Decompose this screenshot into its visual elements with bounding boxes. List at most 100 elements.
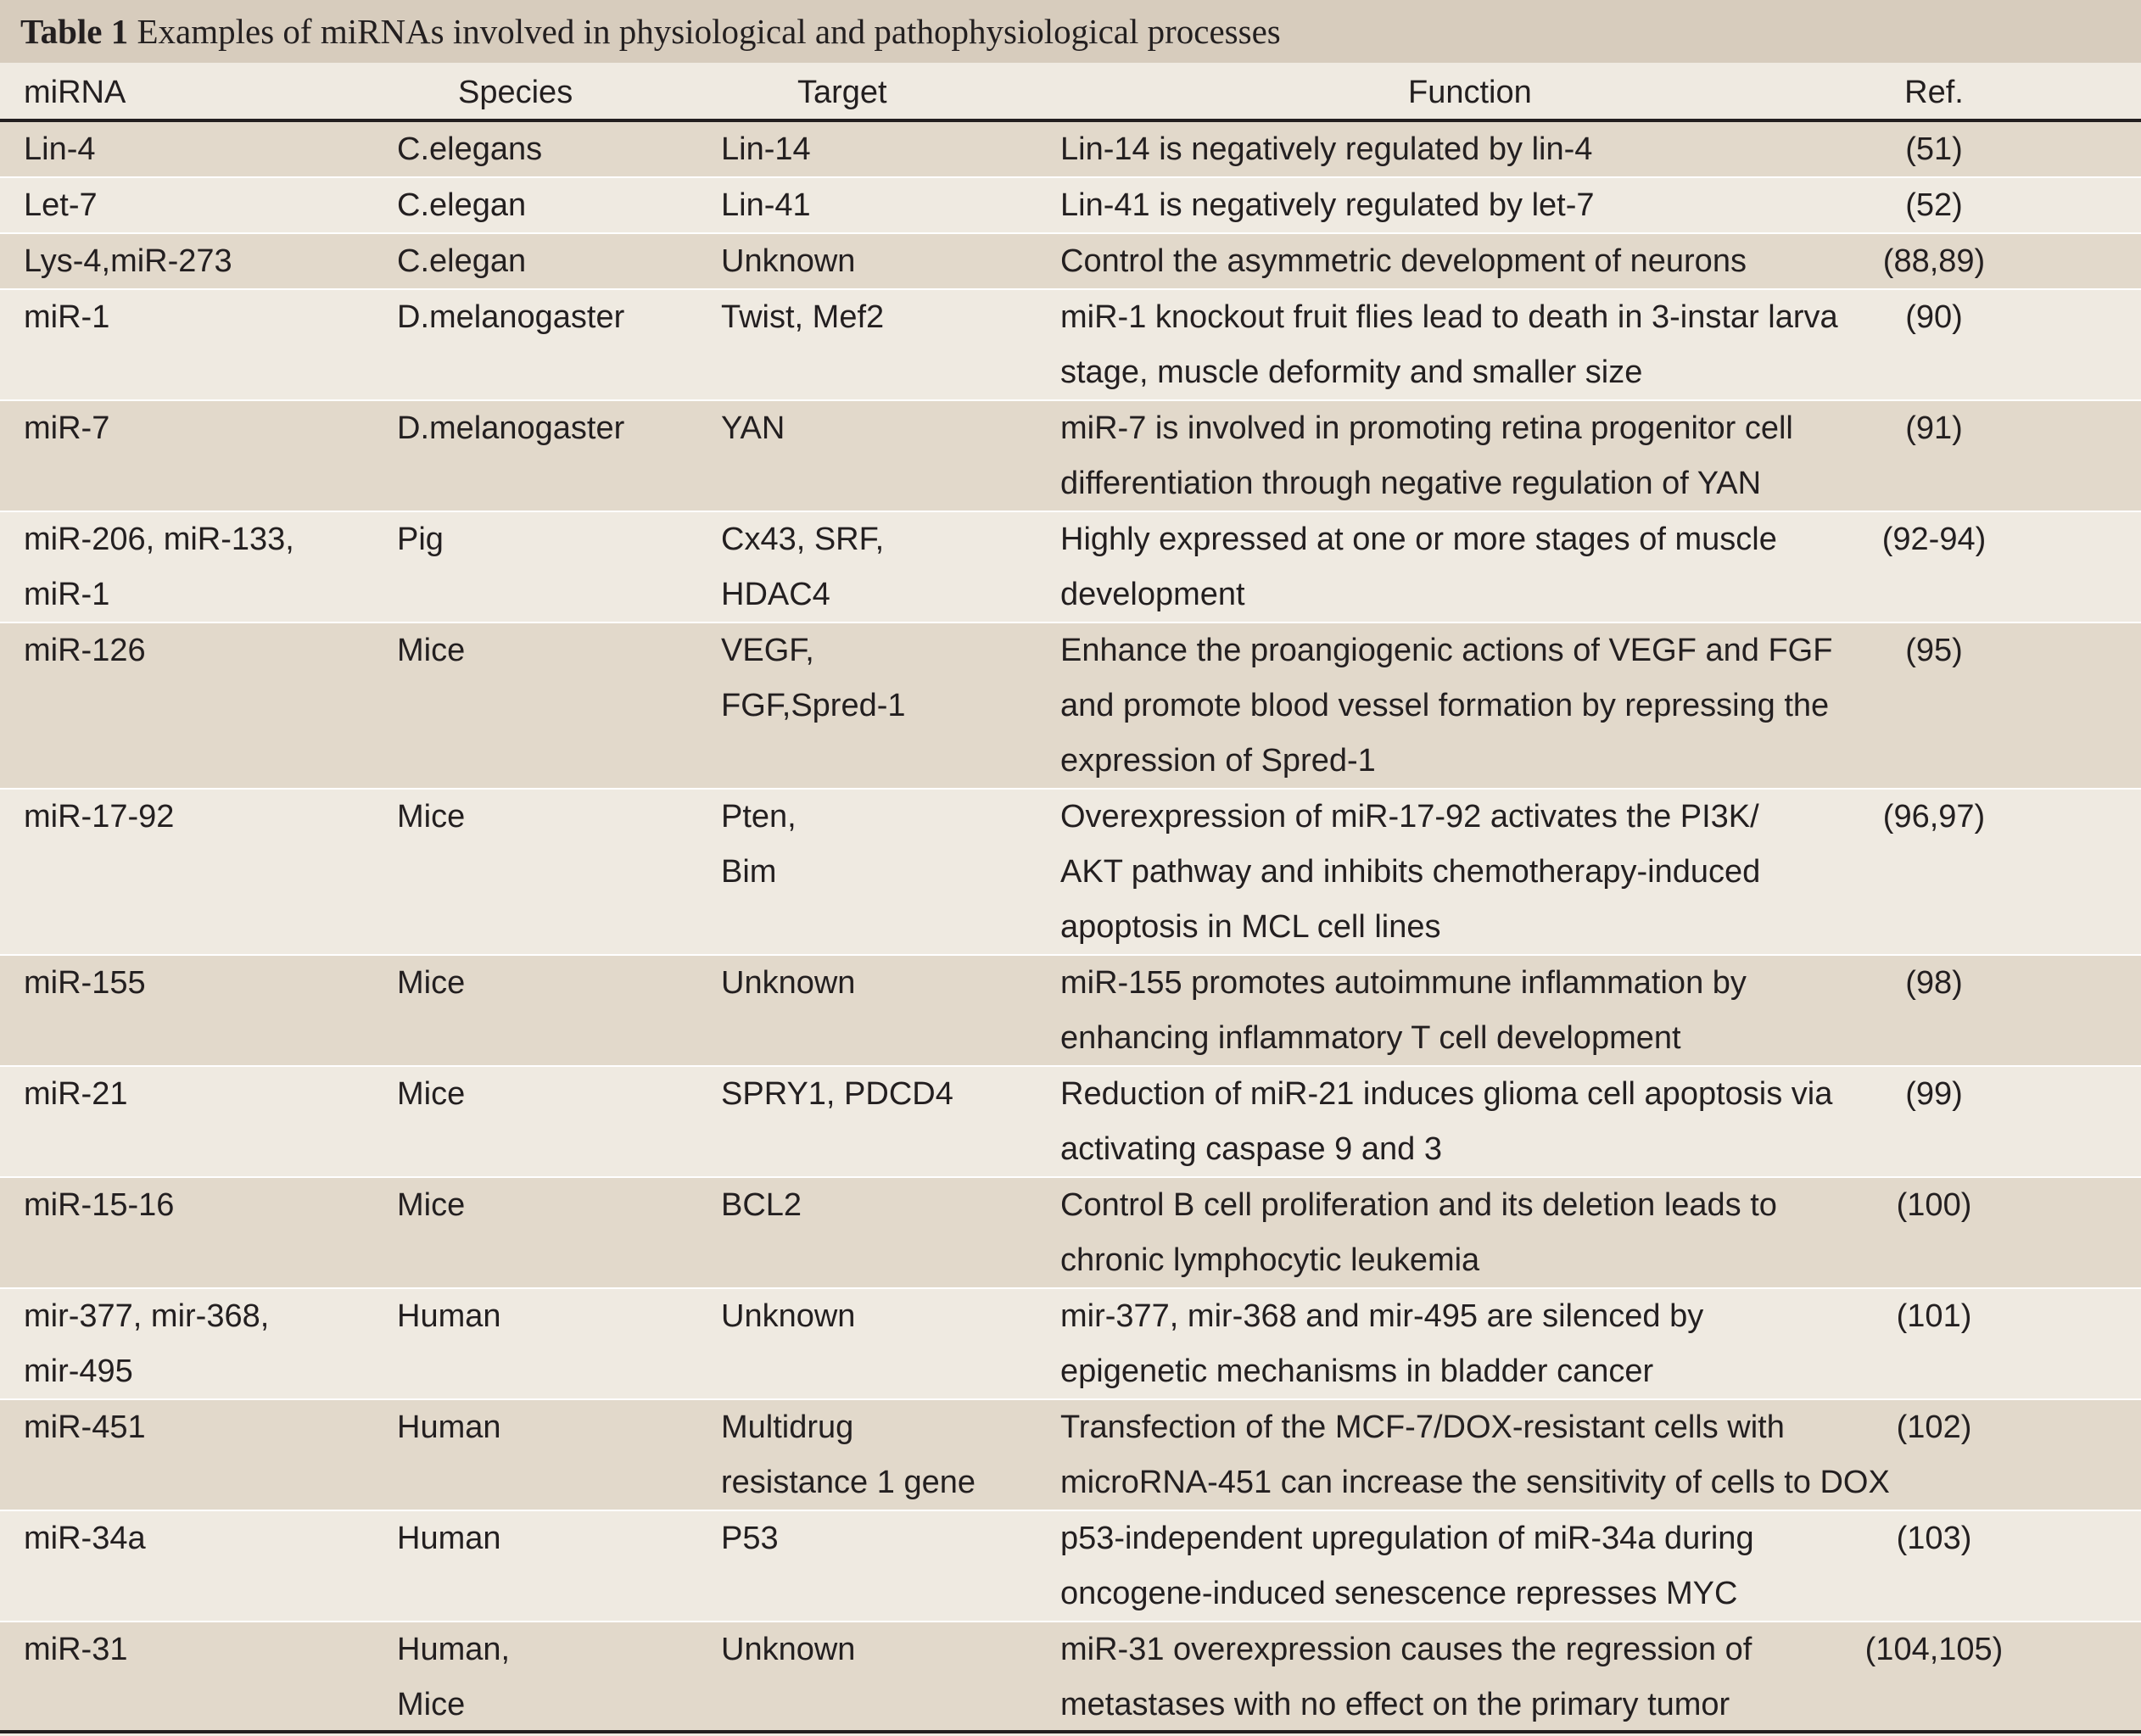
cell-target: Cx43, SRF, HDAC4 [721,512,884,622]
cell-species: C.elegan [397,234,526,289]
cell-function-line: apoptosis in MCL cell lines [1060,909,1441,945]
cell-mirna: mir-377, mir-368, mir-495 [24,1289,269,1399]
cell-mirna: miR-34a [24,1511,146,1566]
cell-ref: (102) [1896,1409,1972,1445]
cell-mirna: miR-1 [24,290,109,345]
cell-target: Twist, Mef2 [721,290,884,345]
cell-mirna-line: miR-34a [24,1521,146,1556]
cell-target-line: YAN [721,410,785,446]
cell-species: C.elegan [397,178,526,233]
cell-mirna-line: miR-31 [24,1632,128,1667]
cell-species: C.elegans [397,122,542,177]
cell-target: Multidrug resistance 1 gene [721,1400,975,1510]
cell-mirna-line: miR-7 [24,410,110,446]
cell-target-line: Lin-41 [721,187,811,223]
cell-function-line: activating caspase 9 and 3 [1060,1131,1442,1167]
table-row: miR-21 Mice SPRY1, PDCD4 Reduction of miR-2… [0,1067,2141,1178]
cell-function-line: Lin-41 is negatively regulated by let-7 [1060,187,1595,223]
cell-species-line: Mice [397,1687,466,1722]
cell-ref: (96,97) [1882,799,1986,835]
cell-target-line: Unknown [721,965,856,1001]
cell-ref: (51) [1905,131,1963,167]
cell-function: p53-independent upregulation of miR-34a … [1060,1511,1754,1622]
cell-mirna-line: miR-451 [24,1409,146,1445]
cell-species-line: Human [397,1521,501,1556]
cell-function-line: p53-independent upregulation of miR-34a … [1060,1521,1754,1556]
cell-species: Mice [397,790,465,845]
cell-species-line: Mice [397,799,466,835]
table-row: miR-34a Human P53 p53-independent upregulat… [0,1511,2141,1622]
cell-mirna-line: miR-1 [24,299,110,335]
cell-target-line: Unknown [721,243,856,279]
cell-mirna-line: Lin-4 [24,131,96,167]
table-header-row: miRNA Species Target Function Ref. [0,63,2141,122]
cell-target: Lin-14 [721,122,811,177]
cell-species-line: Pig [397,522,444,557]
table-row: miR-7 D.melanogaster YAN miR-7 is involved … [0,401,2141,512]
cell-ref: (101) [1896,1298,1972,1334]
cell-function-line: miR-7 is involved in promoting retina pr… [1060,410,1793,446]
table-row: miR-15-16 Mice BCL2 Control B cell prolifer… [0,1178,2141,1289]
cell-function-line: epigenetic mechanisms in bladder cancer [1060,1354,1654,1389]
cell-function: Overexpression of miR-17-92 activates th… [1060,790,1760,955]
cell-species-line: Mice [397,633,466,668]
cell-function-line: miR-155 promotes autoimmune inflammation… [1060,965,1747,1001]
cell-target: BCL2 [721,1178,802,1233]
cell-species-line: Human [397,1409,501,1445]
cell-function-line: chronic lymphocytic leukemia [1060,1242,1480,1278]
cell-species: D.melanogaster [397,290,624,345]
table-row: Lys-4,miR-273 C.elegan Unknown Control the … [0,234,2141,290]
cell-ref: (52) [1905,187,1963,223]
table-row: mir-377, mir-368, mir-495 Human Unknown mir-… [0,1289,2141,1400]
data-table: miRNA Species Target Function Ref. Lin-4… [0,63,2141,1733]
cell-mirna: miR-21 [24,1067,127,1122]
cell-ref: (91) [1905,410,1963,446]
column-header-species: Species [458,75,573,110]
cell-species-line: C.elegan [397,187,527,223]
cell-mirna: Let-7 [24,178,98,233]
cell-species: Mice [397,956,465,1011]
cell-target: Unknown [721,234,855,289]
cell-mirna: miR-206, miR-133, miR-1 [24,512,294,622]
table-caption-text: Examples of miRNAs involved in physiolog… [137,12,1281,51]
cell-function: miR-1 knockout fruit flies lead to death… [1060,290,1838,400]
cell-target: SPRY1, PDCD4 [721,1067,953,1122]
cell-species-line: D.melanogaster [397,299,625,335]
column-header-function: Function [1408,75,1532,110]
cell-target: P53 [721,1511,779,1566]
cell-target-line: FGF,Spred-1 [721,688,906,723]
table-row: miR-17-92 Mice Pten, Bim Overexpression of m… [0,790,2141,956]
cell-target: Lin-41 [721,178,811,233]
cell-mirna: miR-15-16 [24,1178,174,1233]
cell-function: mir-377, mir-368 and mir-495 are silence… [1060,1289,1703,1399]
cell-mirna: miR-17-92 [24,790,174,845]
cell-species: Human [397,1400,501,1455]
cell-target: Unknown [721,1289,855,1344]
column-header-ref: Ref. [1904,75,1964,110]
cell-target-line: HDAC4 [721,577,830,612]
cell-species: Pig [397,512,444,567]
cell-species: Mice [397,1067,465,1122]
cell-species-line: C.elegans [397,131,543,167]
cell-target-line: Unknown [721,1632,856,1667]
cell-function-line: stage, muscle deformity and smaller size [1060,354,1643,390]
cell-function-line: Transfection of the MCF-7/DOX-resistant … [1060,1409,1785,1445]
table-body: Lin-4 C.elegans Lin-14 Lin-14 is negatively… [0,122,2141,1733]
cell-ref: (104,105) [1864,1632,2004,1667]
cell-target: YAN [721,401,785,456]
cell-target-line: Unknown [721,1298,856,1334]
cell-function: miR-31 overexpression causes the regress… [1060,1622,1752,1733]
cell-function-line: microRNA-451 can increase the sensitivit… [1060,1465,1890,1500]
cell-mirna-line: mir-377, mir-368, [24,1298,270,1334]
cell-species-line: Mice [397,1187,466,1223]
cell-mirna-line: miR-126 [24,633,146,668]
table-row: Lin-4 C.elegans Lin-14 Lin-14 is negatively… [0,122,2141,178]
cell-function: Enhance the proangiogenic actions of VEG… [1060,623,1832,789]
cell-function: Control B cell proliferation and its del… [1060,1178,1777,1288]
cell-mirna-line: miR-21 [24,1076,128,1112]
cell-target-line: P53 [721,1521,779,1556]
cell-target-line: BCL2 [721,1187,802,1223]
table-row: Let-7 C.elegan Lin-41 Lin-41 is negatively … [0,178,2141,234]
cell-species-line: Mice [397,1076,466,1112]
cell-function-line: AKT pathway and inhibits chemotherapy-in… [1060,854,1761,890]
